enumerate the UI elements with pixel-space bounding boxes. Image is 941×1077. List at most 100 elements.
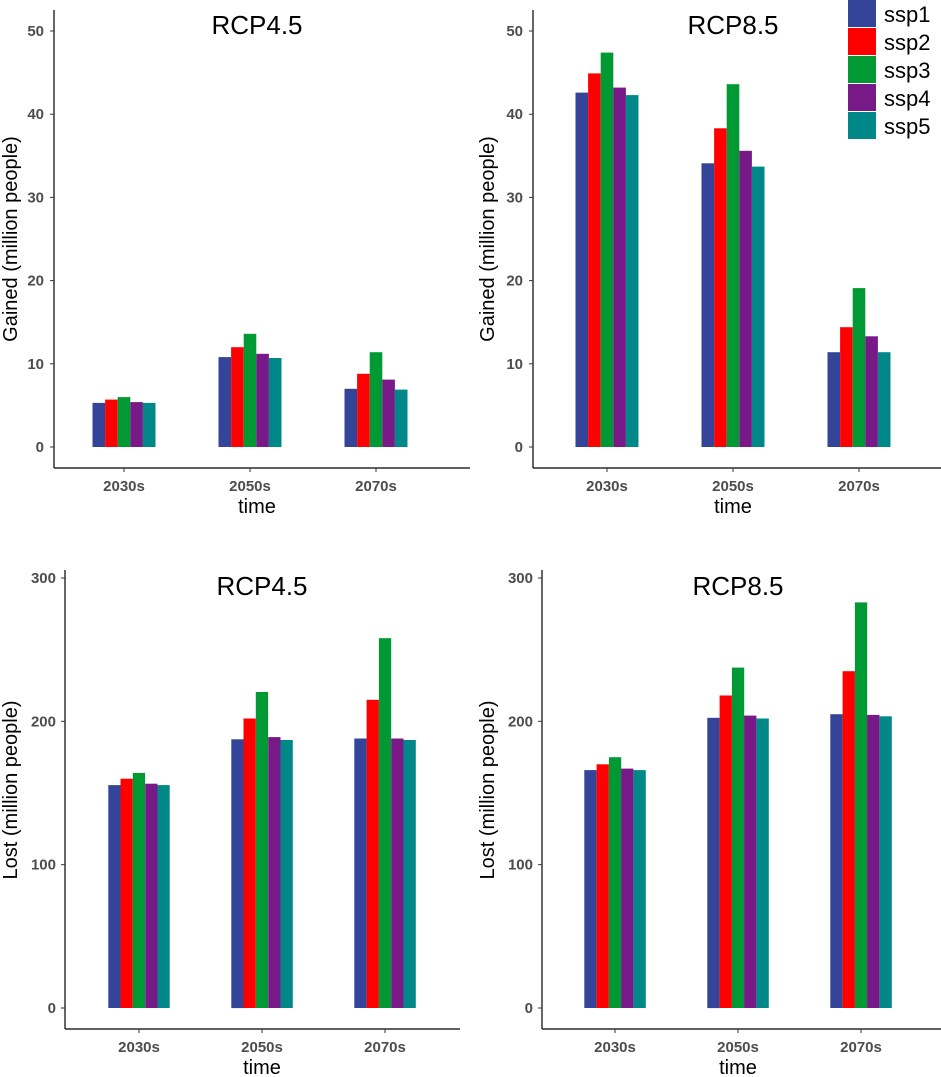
bar-ssp5-2070s — [403, 740, 416, 1008]
bar-ssp2-2070s — [357, 373, 370, 447]
bar-ssp1-2030s — [584, 770, 597, 1008]
y-axis-label: Gained (million people) — [477, 136, 499, 342]
x-tick-label: 2050s — [241, 1039, 283, 1056]
bar-ssp1-2030s — [92, 402, 106, 447]
bar-ssp1-2070s — [344, 388, 358, 447]
bar-ssp1-2050s — [701, 163, 715, 448]
bar-ssp4-2030s — [621, 768, 634, 1008]
bar-ssp5-2030s — [625, 95, 639, 447]
bars-group — [92, 333, 408, 447]
bar-ssp1-2050s — [218, 357, 232, 447]
x-tick-label: 2070s — [355, 478, 397, 495]
legend-key-ssp4 — [848, 84, 876, 111]
panel-lost-rcp85: RCP8.5 Lost (million people) time 0 100 20… — [477, 570, 941, 1077]
bar-ssp2-2070s — [842, 671, 855, 1008]
legend-key-ssp2 — [848, 28, 876, 55]
bar-ssp5-2070s — [394, 389, 408, 447]
legend-label-ssp2: ssp2 — [884, 30, 930, 55]
x-tick-label: 2070s — [840, 1039, 882, 1056]
y-tick-label: 0 — [48, 1000, 56, 1017]
bar-ssp4-2070s — [391, 738, 404, 1008]
panel-title: RCP4.5 — [211, 10, 302, 40]
y-tick-label: 0 — [515, 439, 523, 456]
x-axis-label: time — [719, 1057, 757, 1077]
y-tick-label: 300 — [31, 570, 56, 587]
bar-ssp5-2030s — [157, 785, 170, 1008]
bar-ssp5-2050s — [751, 166, 765, 447]
bar-ssp5-2030s — [142, 402, 156, 447]
legend-label-ssp5: ssp5 — [884, 114, 930, 139]
bar-ssp4-2030s — [130, 402, 143, 447]
y-axis-label: Gained (million people) — [0, 136, 22, 342]
bar-ssp4-2070s — [382, 379, 395, 447]
bar-ssp2-2030s — [120, 778, 133, 1008]
y-tick-label: 20 — [27, 273, 44, 290]
y-tick-label: 50 — [506, 23, 523, 40]
panel-lost-rcp45: RCP4.5 Lost (million people) time 0 100 20… — [0, 570, 460, 1077]
y-ticks-group: 0 10 20 30 40 50 — [506, 23, 533, 456]
bar-ssp3-2050s — [731, 667, 745, 1008]
bar-ssp2-2030s — [596, 764, 609, 1008]
legend-label-ssp4: ssp4 — [884, 86, 930, 111]
x-tick-label: 2070s — [838, 478, 880, 495]
bar-ssp2-2030s — [105, 399, 118, 447]
x-ticks-group: 2030s 2050s 2070s — [118, 1029, 406, 1056]
bar-ssp4-2030s — [145, 783, 158, 1008]
y-tick-label: 10 — [506, 356, 523, 373]
bar-ssp3-2070s — [852, 288, 866, 447]
panel-title: RCP8.5 — [687, 10, 778, 40]
bar-ssp3-2070s — [854, 602, 868, 1008]
y-tick-label: 30 — [506, 189, 523, 206]
y-tick-label: 40 — [506, 106, 523, 123]
x-tick-label: 2030s — [594, 1039, 636, 1056]
y-axis-label: Lost (million people) — [477, 701, 499, 880]
bar-ssp5-2050s — [280, 740, 293, 1008]
bar-ssp2-2050s — [714, 128, 727, 448]
legend-key-ssp5 — [848, 112, 876, 139]
bar-ssp1-2050s — [707, 717, 720, 1009]
panel-gained-rcp45: RCP4.5 Gained (million people) time 0 10 2… — [0, 10, 470, 518]
bar-ssp5-2050s — [268, 358, 282, 447]
x-ticks-group: 2030s 2050s 2070s — [594, 1029, 882, 1056]
bar-ssp1-2030s — [575, 92, 589, 447]
bar-ssp4-2030s — [613, 87, 626, 447]
x-tick-label: 2050s — [717, 1039, 759, 1056]
y-tick-label: 200 — [31, 713, 56, 730]
bars-group — [108, 638, 416, 1009]
bars-group — [575, 52, 891, 448]
x-tick-label: 2030s — [103, 478, 145, 495]
bar-ssp4-2050s — [744, 715, 757, 1008]
y-ticks-group: 0 100 200 300 — [31, 570, 65, 1017]
x-tick-label: 2030s — [118, 1039, 160, 1056]
bar-ssp3-2030s — [117, 397, 131, 447]
bar-ssp3-2030s — [600, 52, 614, 447]
x-axis-label: time — [714, 496, 752, 518]
y-tick-label: 10 — [27, 356, 44, 373]
legend-key-ssp1 — [848, 0, 876, 27]
bar-ssp3-2050s — [726, 84, 740, 447]
bar-ssp3-2070s — [378, 638, 392, 1008]
y-tick-label: 0 — [36, 439, 44, 456]
bar-ssp5-2070s — [879, 716, 892, 1008]
x-axis-label: time — [238, 496, 276, 518]
y-ticks-group: 0 100 200 300 — [508, 570, 542, 1017]
legend-key-ssp3 — [848, 56, 876, 83]
bars-group — [584, 602, 892, 1009]
bar-ssp5-2030s — [633, 770, 646, 1008]
panel-title: RCP8.5 — [692, 571, 783, 601]
y-tick-label: 0 — [525, 1000, 533, 1017]
bar-ssp4-2050s — [256, 353, 269, 447]
bar-ssp1-2030s — [108, 785, 121, 1008]
y-axis-label: Lost (million people) — [0, 701, 22, 880]
x-axis-label: time — [243, 1057, 281, 1077]
legend-label-ssp1: ssp1 — [884, 2, 930, 27]
bar-ssp3-2050s — [255, 692, 269, 1008]
x-tick-label: 2050s — [712, 478, 754, 495]
y-tick-label: 20 — [506, 273, 523, 290]
x-ticks-group: 2030s 2050s 2070s — [103, 468, 397, 495]
bar-ssp4-2050s — [739, 150, 752, 448]
x-tick-label: 2070s — [364, 1039, 406, 1056]
bar-ssp3-2030s — [132, 772, 146, 1008]
